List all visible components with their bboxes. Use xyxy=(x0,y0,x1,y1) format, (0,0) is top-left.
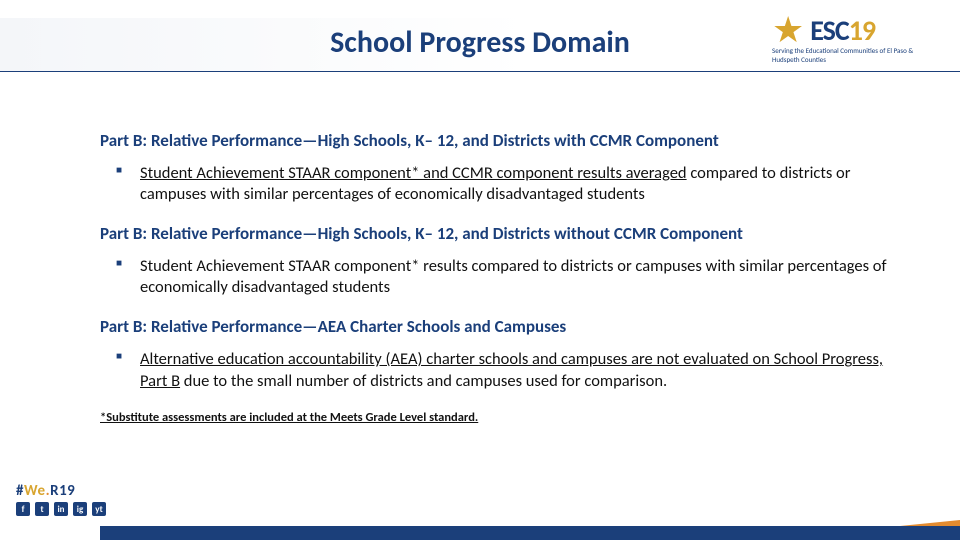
bottom-bar xyxy=(100,526,960,540)
content-body: Part B: Relative Performance—High School… xyxy=(100,130,900,425)
logo-esc: ESC xyxy=(810,13,848,48)
list-item: Alternative education accountability (AE… xyxy=(140,349,900,391)
facebook-icon: f xyxy=(16,502,30,516)
hashtag: #We.R19 xyxy=(16,482,106,500)
section-heading: Part B: Relative Performance—High School… xyxy=(100,223,900,244)
footnote: *Substitute assessments are included at … xyxy=(100,410,900,425)
logo-tagline: Serving the Educational Communities of E… xyxy=(772,46,942,64)
esc19-logo: ★ ESC19 Serving the Educational Communit… xyxy=(772,12,942,64)
youtube-icon: yt xyxy=(92,502,106,516)
bullet-list: Alternative education accountability (AE… xyxy=(100,349,900,391)
list-item: Student Achievement STAAR component* res… xyxy=(140,256,900,298)
bullet-list: Student Achievement STAAR component* and… xyxy=(100,163,900,205)
section-heading: Part B: Relative Performance—AEA Charter… xyxy=(100,316,900,337)
logo-19: 19 xyxy=(849,13,875,48)
linkedin-icon: in xyxy=(54,502,68,516)
social-row: f t in ig yt xyxy=(16,502,106,516)
section-heading: Part B: Relative Performance—High School… xyxy=(100,130,900,151)
instagram-icon: ig xyxy=(73,502,87,516)
star-icon: ★ xyxy=(772,12,804,48)
bullet-rest: due to the small number of districts and… xyxy=(180,371,667,391)
hashtag-block: #We.R19 f t in ig yt xyxy=(16,482,106,516)
list-item: Student Achievement STAAR component* and… xyxy=(140,163,900,205)
logo-text: ESC19 xyxy=(810,13,875,48)
bullet-underlined: Student Achievement STAAR component* and… xyxy=(140,163,687,183)
twitter-icon: t xyxy=(35,502,49,516)
bullet-rest: Student Achievement STAAR component* res… xyxy=(140,256,887,297)
bullet-list: Student Achievement STAAR component* res… xyxy=(100,256,900,298)
